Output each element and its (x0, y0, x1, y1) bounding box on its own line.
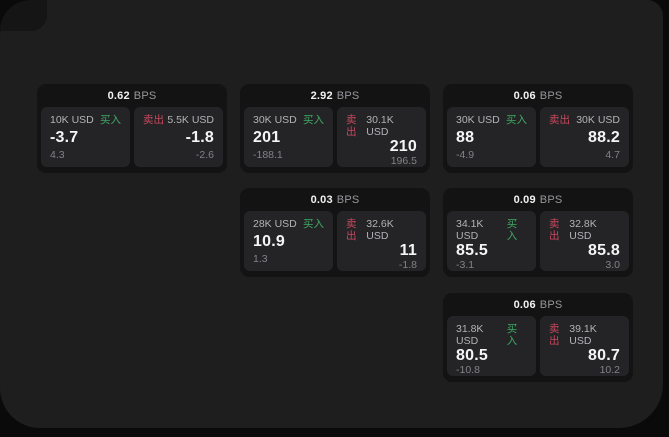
sell-panel[interactable]: 卖出 30.1K USD 210 196.5 (337, 107, 426, 167)
quote-panels: 10K USD 买入 -3.7 4.3 卖出 5.5K USD -1.8 -2.… (37, 107, 227, 171)
sell-delta: -2.6 (195, 149, 214, 161)
quote-panels: 31.8K USD 买入 80.5 -10.8 卖出 39.1K USD 80.… (443, 316, 633, 380)
buy-delta: 4.3 (50, 149, 65, 161)
sell-price: 88.2 (588, 129, 620, 146)
spread-unit-label: BPS (539, 193, 563, 206)
quote-panels: 34.1K USD 买入 85.5 -3.1 卖出 32.8K USD 85.8… (443, 211, 633, 275)
buy-panel[interactable]: 34.1K USD 买入 85.5 -3.1 (447, 211, 536, 271)
spread-unit-label: BPS (336, 89, 360, 102)
quote-panels: 30K USD 买入 201 -188.1 卖出 30.1K USD 210 1… (240, 107, 430, 171)
buy-panel[interactable]: 10K USD 买入 -3.7 4.3 (41, 107, 130, 167)
buy-delta: -10.8 (456, 364, 480, 376)
buy-amount: 34.1K USD (456, 218, 484, 242)
buy-panel[interactable]: 31.8K USD 买入 80.5 -10.8 (447, 316, 536, 376)
buy-price: 85.5 (456, 242, 488, 259)
buy-amount: 28K USD (253, 218, 297, 230)
sell-price: 85.8 (588, 242, 620, 259)
buy-side-label: 买入 (506, 114, 527, 126)
buy-delta: 1.3 (253, 253, 268, 265)
buy-price: -3.7 (50, 129, 79, 146)
buy-price: 10.9 (253, 233, 285, 250)
app-surface: 0.62 BPS 10K USD 买入 -3.7 4.3 卖出 5.5K USD (0, 0, 663, 428)
sell-amount: 30.1K USD (366, 114, 394, 138)
sell-panel[interactable]: 卖出 39.1K USD 80.7 10.2 (540, 316, 629, 376)
buy-amount: 30K USD (456, 114, 500, 126)
sell-price: 210 (389, 138, 417, 155)
buy-amount: 10K USD (50, 114, 94, 126)
spread-header: 0.09 BPS (443, 188, 633, 211)
sell-side-label: 卖出 (549, 323, 560, 347)
quote-card-1: 0.62 BPS 10K USD 买入 -3.7 4.3 卖出 5.5K USD (37, 84, 227, 173)
buy-side-label: 买入 (303, 218, 324, 230)
quote-panels: 28K USD 买入 10.9 1.3 卖出 32.6K USD 11 -1.8 (240, 211, 430, 275)
sell-delta: 10.2 (599, 364, 620, 376)
sell-side-label: 卖出 (549, 114, 570, 126)
sell-delta: -1.8 (398, 259, 417, 271)
buy-delta: -3.1 (456, 259, 475, 271)
sell-delta: 196.5 (390, 155, 417, 167)
sell-side-label: 卖出 (346, 114, 357, 138)
quote-panels: 30K USD 买入 88 -4.9 卖出 30K USD 88.2 4.7 (443, 107, 633, 171)
sell-side-label: 卖出 (549, 218, 560, 242)
sell-side-label: 卖出 (346, 218, 357, 242)
sell-panel[interactable]: 卖出 30K USD 88.2 4.7 (540, 107, 629, 167)
corner-panel (0, 0, 47, 31)
buy-amount: 31.8K USD (456, 323, 484, 347)
spread-header: 0.03 BPS (240, 188, 430, 211)
buy-panel[interactable]: 28K USD 买入 10.9 1.3 (244, 211, 333, 271)
sell-panel[interactable]: 卖出 32.6K USD 11 -1.8 (337, 211, 426, 271)
spread-unit-label: BPS (539, 89, 563, 102)
buy-delta: -4.9 (456, 149, 475, 161)
buy-panel[interactable]: 30K USD 买入 201 -188.1 (244, 107, 333, 167)
buy-delta: -188.1 (253, 149, 283, 161)
sell-amount: 32.6K USD (366, 218, 394, 242)
sell-price: 11 (399, 242, 417, 259)
spread-unit-label: BPS (133, 89, 157, 102)
spread-value: 0.06 (513, 89, 536, 102)
sell-side-label: 卖出 (143, 114, 164, 126)
spread-value: 0.03 (310, 193, 333, 206)
buy-price: 201 (253, 129, 281, 146)
spread-header: 0.62 BPS (37, 84, 227, 107)
spread-value: 0.62 (107, 89, 130, 102)
sell-price: -1.8 (185, 129, 214, 146)
spread-value: 0.06 (513, 298, 536, 311)
quote-card-2: 2.92 BPS 30K USD 买入 201 -188.1 卖出 30.1K … (240, 84, 430, 173)
spread-value: 2.92 (310, 89, 333, 102)
buy-price: 88 (456, 129, 475, 146)
sell-amount: 32.8K USD (569, 218, 597, 242)
spread-value: 0.09 (513, 193, 536, 206)
buy-price: 80.5 (456, 347, 488, 364)
spread-unit-label: BPS (539, 298, 563, 311)
sell-delta: 4.7 (605, 149, 620, 161)
sell-panel[interactable]: 卖出 5.5K USD -1.8 -2.6 (134, 107, 223, 167)
buy-side-label: 买入 (506, 323, 518, 347)
quote-card-3: 0.06 BPS 30K USD 买入 88 -4.9 卖出 30K USD (443, 84, 633, 173)
buy-panel[interactable]: 30K USD 买入 88 -4.9 (447, 107, 536, 167)
buy-side-label: 买入 (506, 218, 518, 242)
spread-unit-label: BPS (336, 193, 360, 206)
sell-delta: 3.0 (605, 259, 620, 271)
spread-header: 2.92 BPS (240, 84, 430, 107)
sell-amount: 39.1K USD (569, 323, 597, 347)
buy-side-label: 买入 (100, 114, 121, 126)
sell-price: 80.7 (588, 347, 620, 364)
buy-amount: 30K USD (253, 114, 297, 126)
sell-amount: 30K USD (576, 114, 620, 126)
quote-card-4: 0.03 BPS 28K USD 买入 10.9 1.3 卖出 32.6K US… (240, 188, 430, 277)
spread-header: 0.06 BPS (443, 293, 633, 316)
spread-header: 0.06 BPS (443, 84, 633, 107)
quote-card-5: 0.09 BPS 34.1K USD 买入 85.5 -3.1 卖出 32.8K… (443, 188, 633, 277)
sell-panel[interactable]: 卖出 32.8K USD 85.8 3.0 (540, 211, 629, 271)
sell-amount: 5.5K USD (167, 114, 214, 126)
buy-side-label: 买入 (303, 114, 324, 126)
quote-card-6: 0.06 BPS 31.8K USD 买入 80.5 -10.8 卖出 39.1… (443, 293, 633, 382)
